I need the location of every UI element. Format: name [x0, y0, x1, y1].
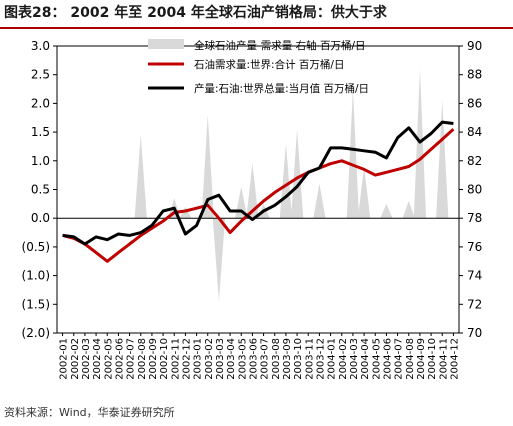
- x-tick-label: 2004-01: [327, 338, 338, 380]
- left-axis-ticks: 3.0 2.5 2.0 1.5 1.0 0.5 0.0 (0.5) (1.0) (1.5) (2.0…: [22, 39, 57, 340]
- surplus-spike-2003-03: [212, 218, 226, 302]
- x-tick-label: 2003-09: [282, 338, 293, 380]
- x-tick-label: 2004-09: [416, 338, 427, 380]
- line-series-group: [62, 120, 455, 263]
- right-tick-label: 88: [467, 68, 482, 82]
- surplus-spike-2004-11: [436, 100, 449, 219]
- x-tick-label: 2002-06: [114, 338, 125, 380]
- legend-label-surplus: 全球石油产量-需求量 右轴 百万桶/日: [194, 39, 366, 52]
- x-tick-label: 2004-03: [349, 338, 360, 380]
- x-tick-label: 2002-12: [181, 338, 192, 380]
- left-tick-label: (1.0): [22, 269, 50, 283]
- x-tick-label: 2003-06: [248, 338, 259, 380]
- right-axis-ticks: 90 88 86 84 82 80 78 76 74 72 70: [459, 39, 482, 340]
- right-tick-label: 82: [467, 154, 482, 168]
- x-tick-label: 2003-07: [260, 338, 271, 380]
- right-tick-label: 74: [467, 269, 482, 283]
- x-tick-label: 2003-11: [304, 338, 315, 380]
- x-tick-label: 2003-05: [237, 338, 248, 380]
- x-tick-label: 2002-01: [59, 338, 70, 380]
- left-tick-label: 0.0: [31, 211, 50, 225]
- x-tick-label: 2003-12: [315, 338, 326, 380]
- x-tick-label: 2002-09: [148, 338, 159, 380]
- x-tick-label: 2003-01: [193, 338, 204, 380]
- x-tick-label: 2004-08: [405, 338, 416, 380]
- x-axis-ticks: 2002-01 2002-02 2002-03 2002-04 2002-05 2002-…: [59, 333, 460, 380]
- right-tick-label: 78: [467, 211, 482, 225]
- left-tick-label: (1.5): [22, 297, 50, 311]
- surplus-spike-2004-03: [346, 89, 360, 219]
- right-tick-label: 90: [467, 39, 482, 53]
- legend-swatch-surplus: [148, 39, 184, 49]
- x-tick-label: 2002-03: [81, 338, 92, 380]
- title-divider: [0, 27, 513, 29]
- left-tick-label: 1.0: [31, 154, 50, 168]
- left-tick-label: 2.5: [31, 68, 50, 82]
- page-title: 图表28： 2002 年至 2004 年全球石油产销格局：供大于求: [4, 5, 387, 21]
- surplus-spike-2003-12: [313, 183, 326, 219]
- left-tick-label: 1.5: [31, 125, 50, 139]
- x-tick-label: 2003-10: [293, 338, 304, 380]
- left-tick-label: (0.5): [22, 240, 50, 254]
- x-tick-label: 2002-11: [170, 338, 181, 380]
- x-tick-label: 2004-10: [427, 338, 438, 380]
- right-tick-label: 70: [467, 326, 482, 340]
- x-tick-label: 2002-05: [103, 338, 114, 380]
- x-tick-label: 2003-02: [204, 338, 215, 380]
- right-tick-label: 84: [467, 125, 482, 139]
- area-series-surplus: [134, 68, 449, 302]
- x-tick-label: 2003-08: [271, 338, 282, 380]
- demand-line: [62, 128, 455, 263]
- surplus-spike-2004-04: [357, 166, 371, 219]
- right-tick-label: 76: [467, 240, 482, 254]
- x-tick-label: 2004-06: [382, 338, 393, 380]
- left-tick-label: 2.0: [31, 96, 50, 110]
- surplus-spike-2003-06: [246, 163, 259, 219]
- right-tick-label: 72: [467, 297, 482, 311]
- source-note: 资料来源：Wind，华泰证券研究所: [4, 406, 175, 419]
- surplus-spike-2003-02: [201, 114, 214, 219]
- x-tick-label: 2004-04: [360, 338, 371, 380]
- x-tick-label: 2004-07: [394, 338, 405, 380]
- x-tick-label: 2003-03: [215, 338, 226, 380]
- surplus-spike-2002-08: [134, 134, 147, 219]
- x-tick-label: 2002-08: [137, 338, 148, 380]
- left-tick-label: (2.0): [22, 326, 50, 340]
- x-tick-label: 2002-02: [70, 338, 81, 380]
- x-tick-label: 2002-10: [159, 338, 170, 380]
- legend-label-production: 产量:石油:世界总量:当月值 百万桶/日: [194, 82, 369, 95]
- x-tick-label: 2003-04: [226, 338, 237, 380]
- x-tick-label: 2004-11: [438, 338, 449, 380]
- x-tick-label: 2004-12: [449, 338, 460, 380]
- x-tick-label: 2002-04: [92, 338, 103, 380]
- left-tick-label: 3.0: [31, 39, 50, 53]
- left-tick-label: 0.5: [31, 183, 50, 197]
- surplus-spike-2004-06: [380, 203, 393, 219]
- production-line: [62, 120, 454, 246]
- legend-label-demand: 石油需求量:世界:合计 百万桶/日: [194, 58, 344, 71]
- surplus-spike-2004-08: [402, 200, 415, 219]
- x-tick-label: 2002-07: [126, 338, 137, 380]
- x-tick-label: 2004-02: [338, 338, 349, 380]
- right-tick-label: 80: [467, 183, 482, 197]
- right-tick-label: 86: [467, 96, 482, 110]
- surplus-spike-2003-10: [290, 129, 304, 219]
- x-tick-label: 2004-05: [371, 338, 382, 380]
